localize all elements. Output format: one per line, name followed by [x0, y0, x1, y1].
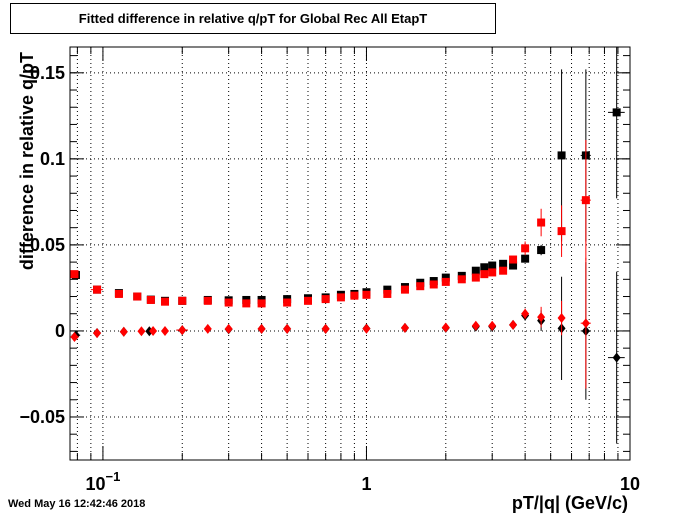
data-point-diamond	[581, 318, 590, 329]
y-tick-label: 0	[55, 321, 65, 341]
data-point-diamond	[137, 326, 146, 337]
data-point-diamond	[178, 325, 187, 336]
data-point-square	[146, 295, 155, 304]
data-point-square	[416, 282, 425, 291]
data-point-diamond	[160, 325, 169, 336]
data-point-diamond	[119, 326, 128, 337]
data-point-diamond	[441, 322, 450, 333]
data-point-square	[471, 273, 480, 282]
chart-title: Fitted difference in relative q/pT for G…	[78, 11, 428, 26]
data-point-diamond	[283, 323, 292, 334]
data-point-square	[133, 292, 142, 301]
data-point-square	[521, 254, 530, 263]
data-point-square	[383, 289, 392, 298]
data-point-diamond	[471, 320, 480, 331]
data-point-diamond	[321, 323, 330, 334]
data-point-square	[471, 266, 480, 275]
data-point-square	[557, 227, 566, 236]
data-point-square	[537, 246, 546, 255]
plot-frame	[69, 46, 631, 461]
y-axis-title: difference in relative q/pT	[17, 52, 37, 270]
data-point-square	[350, 291, 359, 300]
data-point-square	[612, 108, 621, 117]
data-point-square	[336, 293, 345, 302]
data-point-square	[480, 270, 489, 279]
data-point-square	[537, 218, 546, 227]
data-point-square	[499, 259, 508, 268]
plot-border	[69, 46, 631, 461]
data-point-square	[521, 244, 530, 253]
data-point-square	[283, 298, 292, 307]
x-tick-label: 10−1	[85, 469, 120, 494]
data-point-diamond	[557, 313, 566, 324]
data-point-square	[457, 275, 466, 284]
data-point-square	[203, 296, 212, 305]
data-point-square	[362, 290, 371, 299]
data-point-square	[178, 296, 187, 305]
data-point-square	[224, 298, 233, 307]
data-point-square	[160, 297, 169, 306]
data-point-square	[509, 255, 518, 264]
data-point-square	[499, 266, 508, 275]
data-point-diamond	[488, 320, 497, 331]
data-marks	[70, 47, 625, 444]
data-point-square	[70, 270, 79, 279]
data-point-square	[509, 261, 518, 270]
y-tick-label: −0.05	[19, 407, 65, 427]
data-point-square	[480, 263, 489, 272]
x-axis-title: pT/|q| (GeV/c)	[512, 493, 628, 513]
timestamp-footer: Wed May 16 12:42:46 2018	[8, 498, 146, 510]
data-point-square	[242, 299, 251, 308]
data-point-diamond	[521, 308, 530, 319]
data-point-diamond	[203, 323, 212, 334]
x-tick-label: 10	[620, 474, 640, 494]
data-point-square	[114, 289, 123, 298]
data-point-diamond	[93, 328, 102, 339]
data-point-diamond	[537, 312, 546, 323]
axes: 10−1 1 10 −0.05 0 0.05 0.1 0.15 pT/|q| (GeV/c) di…	[17, 47, 640, 513]
y-tick-label: 0.1	[40, 149, 65, 169]
data-point-diamond	[362, 323, 371, 334]
y-tick-label: 0.15	[30, 63, 65, 83]
x-tick-label: 1	[361, 474, 371, 494]
data-point-square	[400, 285, 409, 294]
chart-title-box: Fitted difference in relative q/pT for G…	[10, 3, 496, 34]
data-point-square	[488, 268, 497, 277]
data-point-diamond	[149, 325, 158, 336]
data-point-square	[441, 273, 450, 282]
data-point-square	[321, 295, 330, 304]
data-point-square	[429, 280, 438, 289]
data-point-diamond	[400, 322, 409, 333]
data-point-diamond	[612, 352, 621, 363]
data-point-square	[257, 299, 266, 308]
data-point-square	[488, 261, 497, 270]
data-point-square	[557, 151, 566, 160]
data-point-diamond	[257, 323, 266, 334]
data-point-diamond	[509, 319, 518, 330]
data-point-square	[441, 277, 450, 286]
data-point-diamond	[224, 323, 233, 334]
data-point-diamond	[70, 331, 79, 342]
data-point-square	[303, 296, 312, 305]
data-point-square	[581, 196, 590, 205]
y-tick-label: 0.05	[30, 235, 65, 255]
grid-layer	[70, 47, 631, 460]
data-point-square	[93, 285, 102, 294]
data-point-square	[383, 285, 392, 294]
